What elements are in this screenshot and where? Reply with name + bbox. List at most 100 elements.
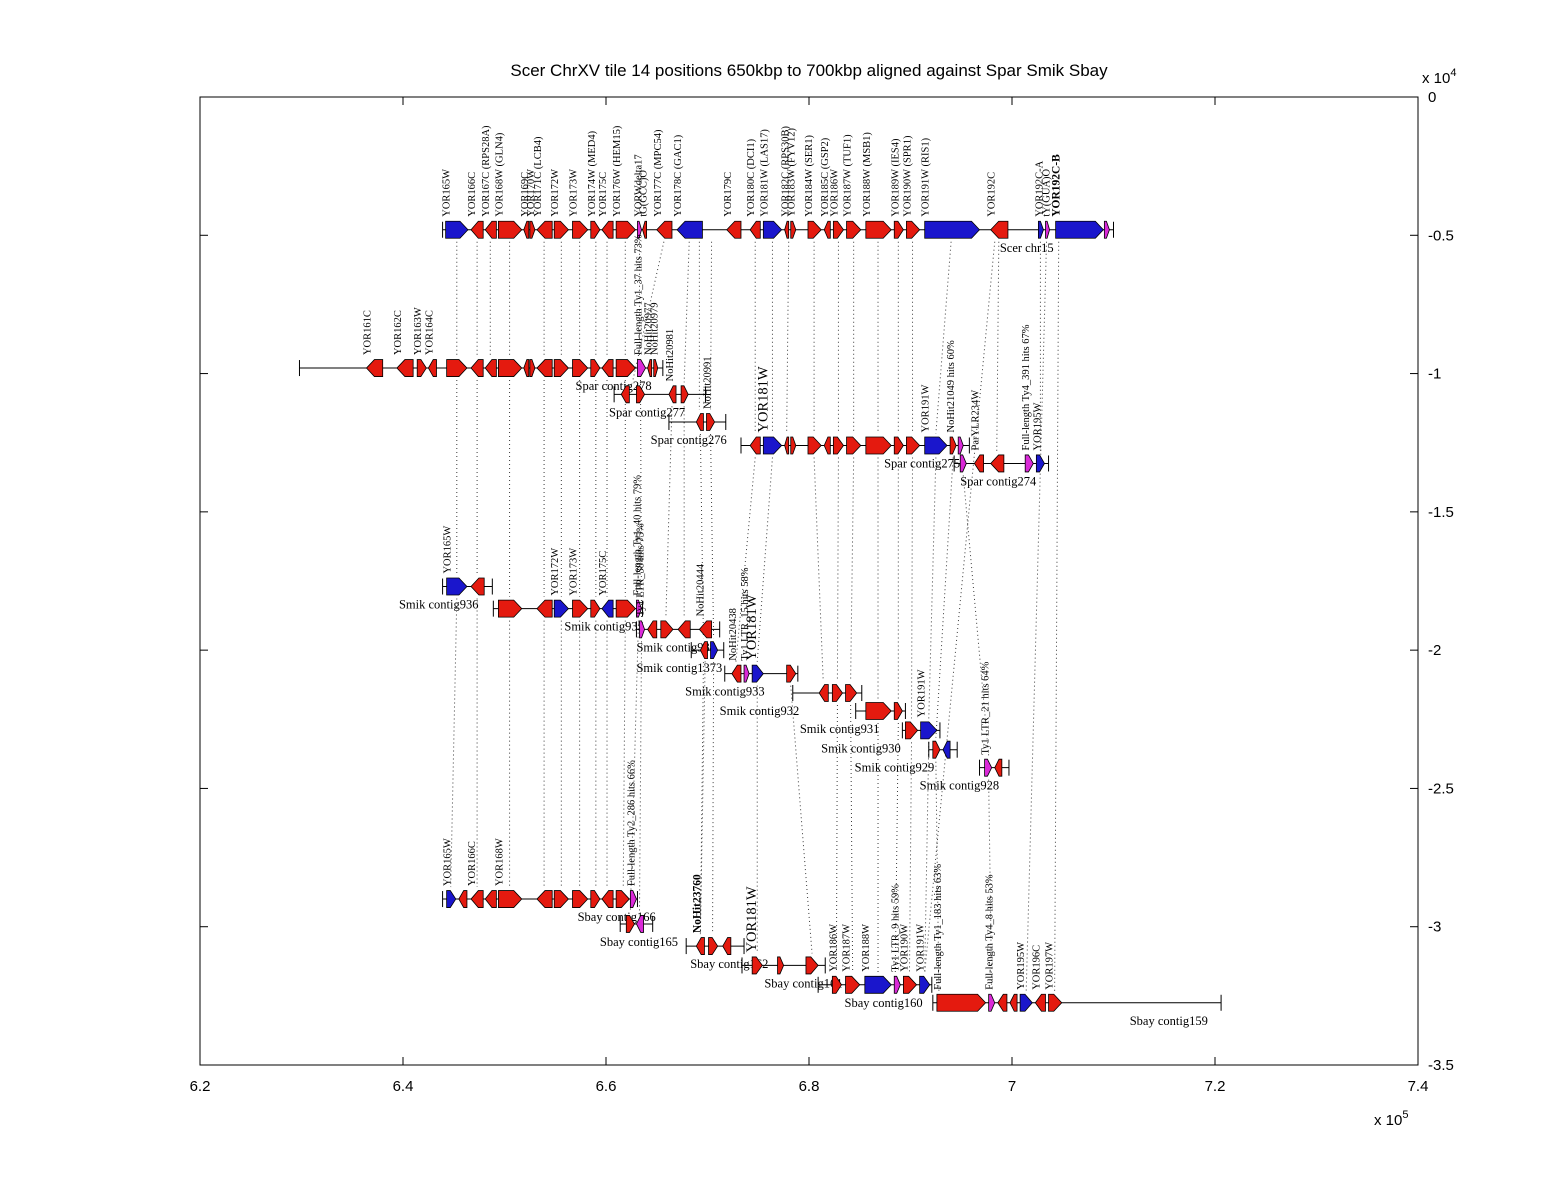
gene-arrow	[647, 359, 653, 377]
gene-label: NoHit21049 hits 60%	[946, 340, 957, 432]
alignment-link	[962, 475, 990, 756]
gene-arrow	[553, 890, 569, 908]
gene-label: YOR174W (MED4)	[587, 130, 598, 216]
gene-label: YOR187W (TUF1)	[843, 134, 854, 217]
gene-arrow	[590, 890, 601, 908]
track-smik-contig1373: Smik contig1373	[636, 641, 725, 675]
gene-arrow	[924, 220, 981, 239]
track-smik-contig936: YOR165W Smik contig936	[399, 526, 493, 612]
gene-arrow	[706, 413, 716, 431]
gene-label: YOR191W (RIS1)	[921, 137, 932, 216]
gene-label: YOR184W (SER1)	[804, 134, 815, 216]
gene-label: YOR165W	[443, 838, 454, 886]
gene-label: YOR172W	[550, 548, 561, 596]
alignment-link	[996, 241, 1000, 452]
gene-label: YOR179C	[723, 172, 734, 217]
tracks-layer: YOR165W YOR166C YOR167C (RPS28A) YOR168W (G…	[298, 125, 1222, 1028]
track-label: Sbay contig161	[764, 976, 842, 990]
gene-label: Ty1 LTR_15 hits 58%	[740, 567, 751, 660]
gene-label: Full-length Ty1_183 hits 63%	[933, 864, 944, 990]
x-tick-label: 7.4	[1408, 1078, 1429, 1095]
alignment-link	[908, 742, 913, 973]
gene-arrow	[636, 599, 642, 618]
gene-label: YOR173W	[569, 169, 580, 217]
gene-arrow	[470, 890, 484, 908]
gene-arrow	[445, 220, 469, 239]
y-tick-label: -2	[1428, 642, 1441, 659]
gene-label: YOR195W	[1032, 403, 1043, 451]
gene-arrow	[777, 956, 785, 975]
gene-label: NoHit23760	[691, 874, 703, 933]
gene-label: Full-length Ty4_8 hits 53%	[985, 874, 996, 990]
gene-arrow	[529, 359, 536, 377]
gene-arrow	[536, 220, 553, 239]
track-sbay-contig165: Sbay contig165	[600, 915, 678, 949]
gene-arrow	[484, 890, 497, 908]
gene-arrow	[906, 220, 921, 239]
track-label: Sbay contig166	[578, 910, 656, 924]
gene-arrow	[529, 220, 536, 239]
track-label: Smik contig934	[636, 640, 716, 654]
track-scer-chr15: YOR165W YOR166C YOR167C (RPS28A) YOR168W (G…	[442, 125, 1114, 255]
gene-label: Ty1 LTR_9 hits 59%	[890, 884, 901, 972]
gene-arrow	[699, 641, 708, 660]
gene-arrow	[924, 436, 948, 455]
gene-arrow	[722, 937, 732, 955]
gene-arrow	[832, 220, 845, 239]
gene-label: YOR170W	[526, 169, 537, 217]
gene-arrow	[637, 220, 642, 239]
gene-arrow	[572, 599, 589, 618]
alignment-link	[836, 457, 839, 682]
gene-arrow	[639, 620, 645, 639]
gene-arrow	[762, 436, 783, 455]
alignment-link	[894, 722, 899, 973]
track-spar-contig275: YOR181W YOR191W NoHit21049 hits 60% Spar co…	[740, 340, 970, 470]
gene-arrow	[949, 436, 957, 455]
gene-arrow	[470, 220, 484, 239]
gene-arrow	[676, 220, 703, 239]
gene-arrow	[615, 599, 636, 618]
track-sbay-contig166: YOR165W YOR166C YOR168W Full-length Ty2_286…	[442, 760, 656, 924]
track-sbay-contig159: Full-length Ty1_183 hits 63% Full-length …	[932, 864, 1222, 1028]
gene-arrow	[553, 220, 569, 239]
gene-label: YOR188W (MSB1)	[862, 132, 873, 217]
gene-label: YOR169C	[520, 172, 531, 217]
gene-label: Ty1 LTR_38 hits 75%	[635, 523, 646, 616]
gene-label: YOR181W	[755, 366, 771, 432]
alignment-link	[835, 705, 838, 973]
gene-arrow	[710, 641, 719, 660]
gene-arrow	[751, 956, 763, 975]
x-tick-label: 6.8	[799, 1078, 820, 1095]
alignment-link	[699, 641, 706, 935]
gene-arrow	[749, 220, 761, 239]
track-sbay-contig162: NoHit23760 Sbay contig162	[685, 874, 768, 971]
alignment-link	[710, 241, 713, 410]
gene-arrow	[601, 599, 614, 618]
track-label: Scer chr15	[1000, 241, 1054, 255]
gene-label: YOR178C (GAC1)	[673, 134, 684, 216]
track-spar-contig278: YOR161C YOR162C YOR163W YOR164C Full-length …	[298, 234, 664, 393]
x-axis-exponent-label: x 105	[1374, 1109, 1408, 1129]
gene-label: YOR168W	[494, 838, 505, 886]
gene-arrow	[416, 359, 427, 377]
gene-arrow	[446, 890, 457, 908]
gene-label: YOR172W	[550, 169, 561, 217]
gene-arrow	[988, 993, 996, 1012]
gene-arrow	[823, 436, 831, 455]
gene-label: YOR190W	[899, 924, 910, 972]
gene-arrow	[994, 758, 1003, 777]
gene-arrow	[615, 890, 630, 908]
gene-label: YOR163W	[413, 307, 424, 355]
gene-arrow	[936, 993, 987, 1012]
gene-arrow	[590, 599, 601, 618]
alignment-link	[813, 457, 824, 682]
gene-arrow	[865, 220, 892, 239]
gene-arrow	[997, 993, 1008, 1012]
gene-arrow	[1024, 454, 1034, 473]
gene-arrow	[458, 890, 468, 908]
x-tick-label: 6.2	[190, 1078, 211, 1095]
y-tick-label: -1	[1428, 366, 1441, 383]
gene-arrow	[615, 220, 636, 239]
gene-arrow	[932, 740, 941, 759]
gene-label: YOR171C (LCB4)	[533, 136, 544, 217]
